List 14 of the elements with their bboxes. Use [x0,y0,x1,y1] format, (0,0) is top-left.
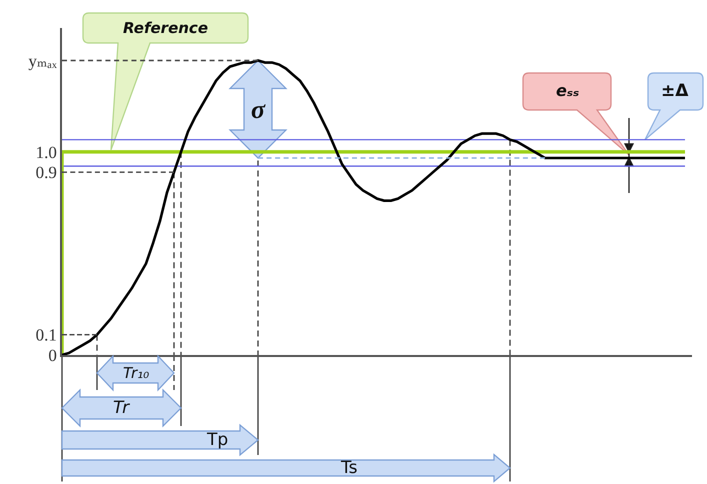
text: Tr [113,398,130,418]
line-series [62,59,686,355]
y-tick-label: 0 [48,346,57,365]
annotation: Reference [123,19,208,37]
text: Ts [340,458,358,478]
annotation: σ [251,95,266,124]
y-tick-label: 0.1 [36,326,57,345]
text: Tp [206,430,228,450]
y-tick-label: 0.9 [36,163,57,182]
y-tick-label: 1.0 [36,142,57,162]
annotation: ±Δ [661,81,690,101]
text: Tr₁₀ [123,364,150,382]
annotation: eₛₛ [556,81,580,100]
y-tick-label: yₘₐₓ [28,51,57,70]
